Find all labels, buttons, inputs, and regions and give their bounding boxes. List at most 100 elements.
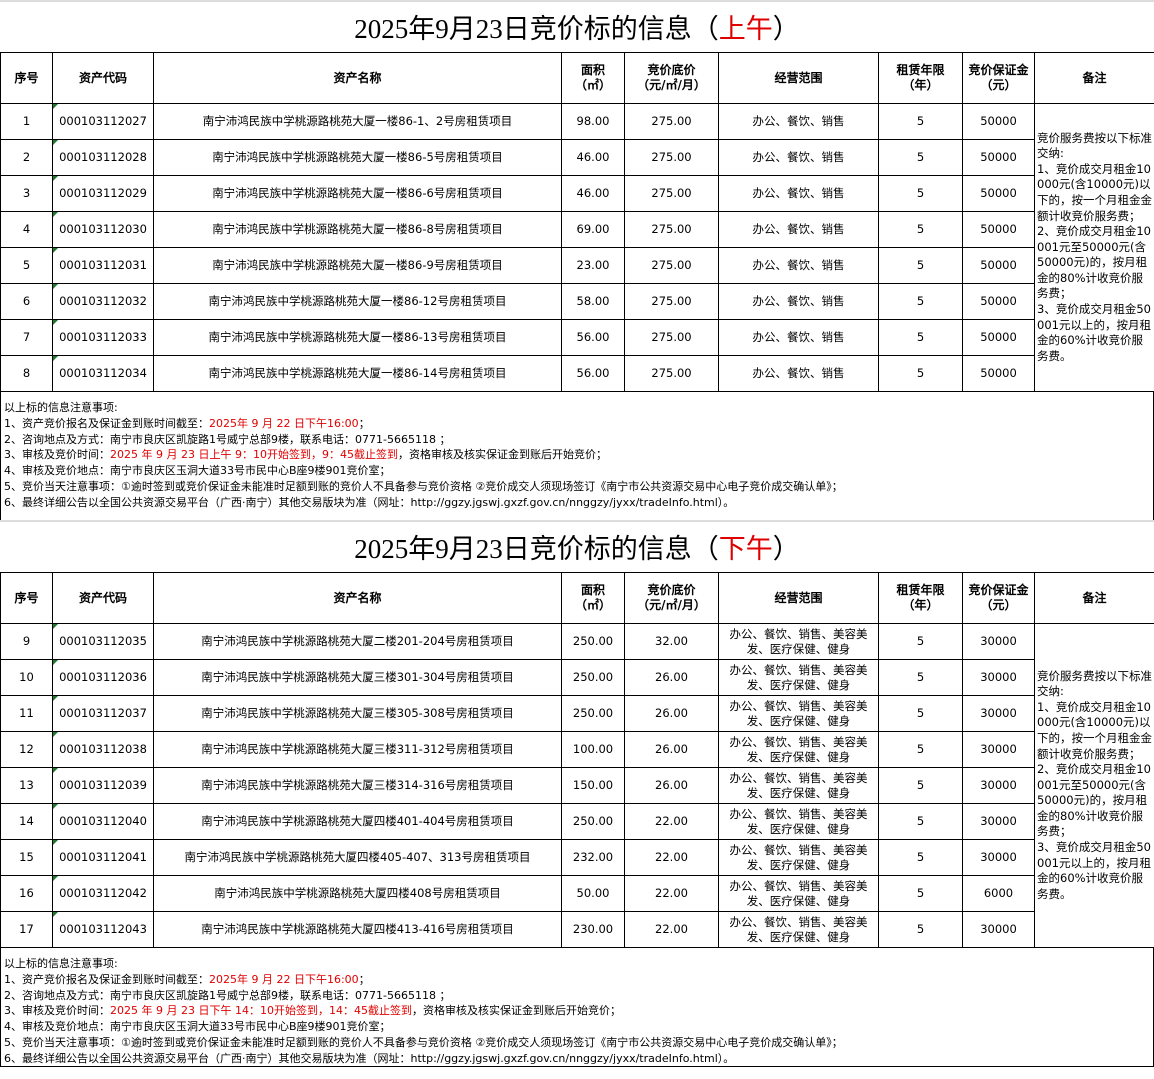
cell-business-scope[interactable]: 办公、餐饮、销售: [718, 175, 879, 212]
cell-lease-years[interactable]: 5: [878, 319, 963, 356]
cell-asset-code[interactable]: 000103112037: [52, 695, 154, 732]
cell-seq[interactable]: 4: [0, 211, 53, 248]
cell-asset-code[interactable]: 000103112028: [52, 139, 154, 176]
cell-seq[interactable]: 1: [0, 103, 53, 140]
cell-deposit[interactable]: 50000: [962, 211, 1035, 248]
cell-deposit[interactable]: 50000: [962, 319, 1035, 356]
cell-business-scope[interactable]: 办公、餐饮、销售: [718, 355, 879, 392]
cell-asset-code[interactable]: 000103112035: [52, 623, 154, 660]
cell-area[interactable]: 46.00: [561, 175, 625, 212]
cell-lease-years[interactable]: 5: [878, 139, 963, 176]
cell-base-price[interactable]: 22.00: [624, 803, 719, 840]
cell-lease-years[interactable]: 5: [878, 911, 963, 948]
cell-seq[interactable]: 10: [0, 659, 53, 696]
cell-seq[interactable]: 9: [0, 623, 53, 660]
cell-asset-code[interactable]: 000103112034: [52, 355, 154, 392]
cell-lease-years[interactable]: 5: [878, 283, 963, 320]
cell-asset-code[interactable]: 000103112029: [52, 175, 154, 212]
cell-asset-code[interactable]: 000103112032: [52, 283, 154, 320]
cell-asset-name[interactable]: 南宁沛鸿民族中学桃源路桃苑大厦四楼408号房租赁项目: [153, 875, 562, 912]
cell-lease-years[interactable]: 5: [878, 875, 963, 912]
cell-base-price[interactable]: 22.00: [624, 911, 719, 948]
cell-area[interactable]: 69.00: [561, 211, 625, 248]
cell-lease-years[interactable]: 5: [878, 211, 963, 248]
cell-business-scope[interactable]: 办公、餐饮、销售: [718, 139, 879, 176]
cell-base-price[interactable]: 275.00: [624, 175, 719, 212]
cell-area[interactable]: 56.00: [561, 319, 625, 356]
cell-seq[interactable]: 14: [0, 803, 53, 840]
cell-asset-code[interactable]: 000103112043: [52, 911, 154, 948]
cell-area[interactable]: 250.00: [561, 623, 625, 660]
cell-area[interactable]: 150.00: [561, 767, 625, 804]
cell-area[interactable]: 23.00: [561, 247, 625, 284]
cell-deposit[interactable]: 50000: [962, 283, 1035, 320]
cell-seq[interactable]: 11: [0, 695, 53, 732]
cell-area[interactable]: 46.00: [561, 139, 625, 176]
cell-business-scope[interactable]: 办公、餐饮、销售、美容美发、医疗保健、健身: [718, 695, 879, 732]
cell-asset-name[interactable]: 南宁沛鸿民族中学桃源路桃苑大厦一楼86-5号房租赁项目: [153, 139, 562, 176]
cell-base-price[interactable]: 275.00: [624, 139, 719, 176]
cell-asset-name[interactable]: 南宁沛鸿民族中学桃源路桃苑大厦三楼311-312号房租赁项目: [153, 731, 562, 768]
cell-deposit[interactable]: 50000: [962, 247, 1035, 284]
cell-base-price[interactable]: 26.00: [624, 731, 719, 768]
cell-seq[interactable]: 6: [0, 283, 53, 320]
cell-seq[interactable]: 8: [0, 355, 53, 392]
cell-asset-name[interactable]: 南宁沛鸿民族中学桃源路桃苑大厦一楼86-12号房租赁项目: [153, 283, 562, 320]
cell-business-scope[interactable]: 办公、餐饮、销售、美容美发、医疗保健、健身: [718, 875, 879, 912]
cell-lease-years[interactable]: 5: [878, 659, 963, 696]
cell-lease-years[interactable]: 5: [878, 175, 963, 212]
cell-business-scope[interactable]: 办公、餐饮、销售、美容美发、医疗保健、健身: [718, 731, 879, 768]
cell-asset-name[interactable]: 南宁沛鸿民族中学桃源路桃苑大厦四楼401-404号房租赁项目: [153, 803, 562, 840]
cell-remarks[interactable]: 竞价服务费按以下标准交纳: 1、竞价成交月租金10000元(含10000元)以下…: [1034, 623, 1154, 948]
cell-deposit[interactable]: 30000: [962, 659, 1035, 696]
cell-lease-years[interactable]: 5: [878, 355, 963, 392]
cell-seq[interactable]: 16: [0, 875, 53, 912]
cell-lease-years[interactable]: 5: [878, 731, 963, 768]
cell-area[interactable]: 56.00: [561, 355, 625, 392]
cell-base-price[interactable]: 275.00: [624, 319, 719, 356]
cell-business-scope[interactable]: 办公、餐饮、销售: [718, 103, 879, 140]
cell-asset-code[interactable]: 000103112031: [52, 247, 154, 284]
cell-deposit[interactable]: 30000: [962, 803, 1035, 840]
cell-base-price[interactable]: 26.00: [624, 695, 719, 732]
cell-base-price[interactable]: 32.00: [624, 623, 719, 660]
cell-asset-code[interactable]: 000103112042: [52, 875, 154, 912]
cell-asset-name[interactable]: 南宁沛鸿民族中学桃源路桃苑大厦四楼405-407、313号房租赁项目: [153, 839, 562, 876]
cell-deposit[interactable]: 50000: [962, 355, 1035, 392]
cell-business-scope[interactable]: 办公、餐饮、销售: [718, 211, 879, 248]
cell-asset-name[interactable]: 南宁沛鸿民族中学桃源路桃苑大厦三楼305-308号房租赁项目: [153, 695, 562, 732]
cell-lease-years[interactable]: 5: [878, 839, 963, 876]
cell-seq[interactable]: 3: [0, 175, 53, 212]
cell-area[interactable]: 100.00: [561, 731, 625, 768]
cell-deposit[interactable]: 30000: [962, 695, 1035, 732]
cell-base-price[interactable]: 275.00: [624, 211, 719, 248]
cell-area[interactable]: 50.00: [561, 875, 625, 912]
cell-deposit[interactable]: 30000: [962, 911, 1035, 948]
cell-base-price[interactable]: 22.00: [624, 875, 719, 912]
cell-deposit[interactable]: 30000: [962, 731, 1035, 768]
cell-asset-code[interactable]: 000103112041: [52, 839, 154, 876]
cell-lease-years[interactable]: 5: [878, 103, 963, 140]
cell-business-scope[interactable]: 办公、餐饮、销售、美容美发、医疗保健、健身: [718, 911, 879, 948]
cell-asset-name[interactable]: 南宁沛鸿民族中学桃源路桃苑大厦一楼86-13号房租赁项目: [153, 319, 562, 356]
cell-asset-code[interactable]: 000103112038: [52, 731, 154, 768]
cell-asset-code[interactable]: 000103112033: [52, 319, 154, 356]
cell-asset-name[interactable]: 南宁沛鸿民族中学桃源路桃苑大厦一楼86-8号房租赁项目: [153, 211, 562, 248]
cell-area[interactable]: 58.00: [561, 283, 625, 320]
cell-asset-name[interactable]: 南宁沛鸿民族中学桃源路桃苑大厦一楼86-14号房租赁项目: [153, 355, 562, 392]
cell-business-scope[interactable]: 办公、餐饮、销售、美容美发、医疗保健、健身: [718, 767, 879, 804]
cell-asset-name[interactable]: 南宁沛鸿民族中学桃源路桃苑大厦三楼314-316号房租赁项目: [153, 767, 562, 804]
cell-base-price[interactable]: 275.00: [624, 103, 719, 140]
cell-asset-name[interactable]: 南宁沛鸿民族中学桃源路桃苑大厦一楼86-9号房租赁项目: [153, 247, 562, 284]
cell-remarks[interactable]: 竞价服务费按以下标准交纳: 1、竞价成交月租金10000元(含10000元)以下…: [1034, 103, 1154, 392]
cell-seq[interactable]: 5: [0, 247, 53, 284]
cell-business-scope[interactable]: 办公、餐饮、销售: [718, 283, 879, 320]
cell-area[interactable]: 232.00: [561, 839, 625, 876]
cell-area[interactable]: 250.00: [561, 659, 625, 696]
cell-lease-years[interactable]: 5: [878, 803, 963, 840]
cell-asset-name[interactable]: 南宁沛鸿民族中学桃源路桃苑大厦一楼86-6号房租赁项目: [153, 175, 562, 212]
cell-base-price[interactable]: 22.00: [624, 839, 719, 876]
cell-lease-years[interactable]: 5: [878, 695, 963, 732]
cell-area[interactable]: 250.00: [561, 695, 625, 732]
cell-deposit[interactable]: 50000: [962, 139, 1035, 176]
